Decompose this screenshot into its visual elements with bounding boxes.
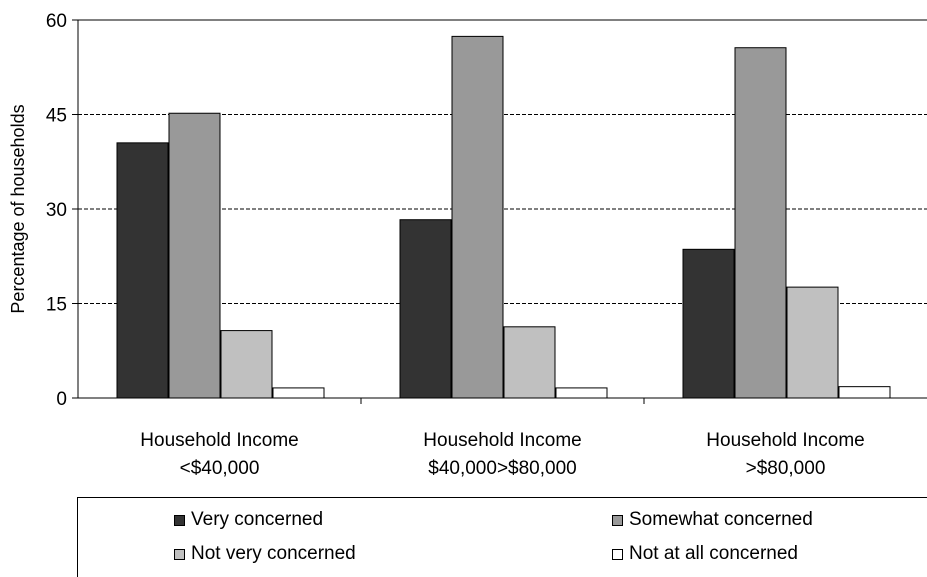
x-category-label: Household Income bbox=[706, 430, 864, 451]
bar bbox=[399, 219, 452, 399]
x-category-label: $40,000>$80,000 bbox=[428, 458, 576, 479]
y-tick-label: 0 bbox=[56, 389, 67, 410]
bar bbox=[220, 330, 273, 399]
legend-swatch bbox=[612, 514, 623, 526]
bar bbox=[272, 387, 325, 399]
bar bbox=[838, 386, 891, 399]
bar-group bbox=[116, 35, 891, 399]
bar bbox=[503, 326, 556, 399]
y-tick-label: 60 bbox=[46, 11, 67, 32]
legend-label: Very concerned bbox=[191, 509, 324, 530]
x-category-label: Household Income bbox=[423, 430, 581, 451]
bar bbox=[682, 248, 735, 399]
legend-label: Not at all concerned bbox=[629, 543, 798, 564]
legend-item-very-concerned: Very concerned bbox=[174, 509, 323, 531]
legend-swatch bbox=[174, 548, 185, 560]
legend-label: Not very concerned bbox=[191, 543, 356, 564]
y-tick-label: 30 bbox=[46, 200, 67, 221]
x-category-label: >$80,000 bbox=[746, 458, 826, 479]
y-axis-label: Percentage of households bbox=[8, 104, 28, 313]
x-category-label: <$40,000 bbox=[180, 458, 260, 479]
axes bbox=[72, 19, 927, 404]
legend: Very concerned Somewhat concerned Not ve… bbox=[77, 497, 927, 577]
bar bbox=[786, 286, 839, 399]
legend-item-not-at-all-concerned: Not at all concerned bbox=[612, 543, 798, 565]
bar bbox=[168, 112, 221, 399]
legend-swatch bbox=[174, 514, 185, 526]
bar bbox=[734, 47, 787, 399]
bar bbox=[116, 142, 169, 399]
y-tick-label: 45 bbox=[46, 106, 67, 127]
x-category-labels: Household Income <$40,000 Household Income… bbox=[140, 430, 864, 479]
x-category-label: Household Income bbox=[140, 430, 298, 451]
y-tick-labels: 0 15 30 45 60 bbox=[46, 11, 67, 410]
legend-item-somewhat-concerned: Somewhat concerned bbox=[612, 509, 813, 531]
bar bbox=[451, 35, 504, 399]
legend-label: Somewhat concerned bbox=[629, 509, 813, 530]
legend-item-not-very-concerned: Not very concerned bbox=[174, 543, 356, 565]
bar bbox=[555, 387, 608, 399]
legend-swatch bbox=[612, 548, 623, 560]
y-tick-label: 15 bbox=[46, 295, 67, 316]
